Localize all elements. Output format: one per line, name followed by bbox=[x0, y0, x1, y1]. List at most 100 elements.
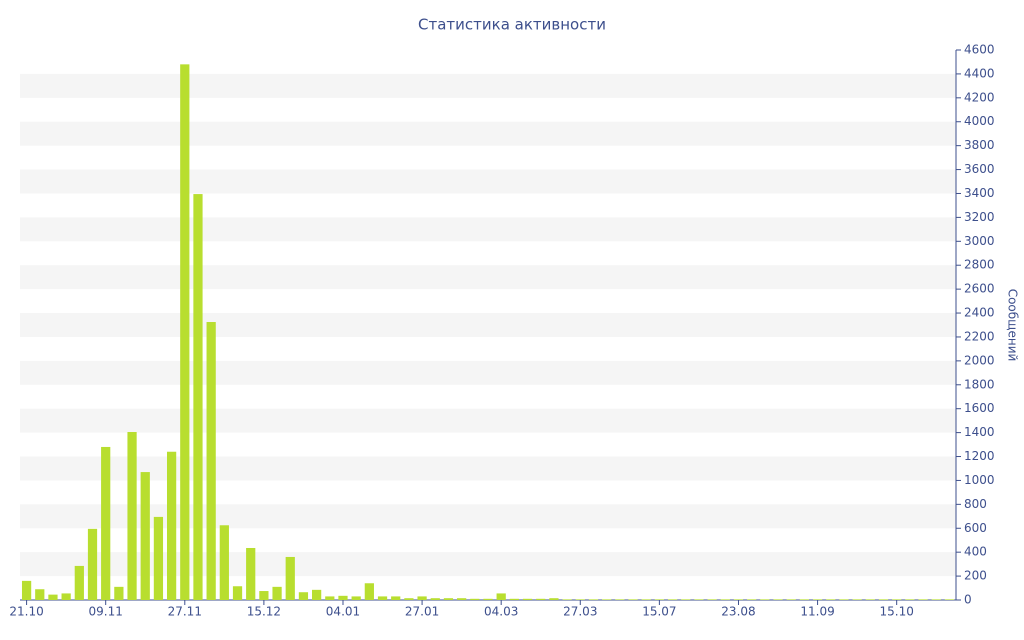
bar bbox=[127, 432, 137, 600]
y-tick-label: 2800 bbox=[964, 258, 995, 272]
bar bbox=[509, 598, 519, 600]
y-tick-label: 200 bbox=[964, 569, 987, 583]
y-tick-label: 600 bbox=[964, 521, 987, 535]
x-tick-label: 27.01 bbox=[405, 605, 439, 619]
bar bbox=[391, 596, 401, 600]
bar bbox=[483, 598, 493, 600]
y-tick-label: 0 bbox=[964, 593, 972, 607]
y-tick-label: 4200 bbox=[964, 90, 995, 104]
y-tick-label: 1000 bbox=[964, 473, 995, 487]
x-tick-label: 23.08 bbox=[721, 605, 755, 619]
x-tick-label: 11.09 bbox=[800, 605, 834, 619]
y-tick-label: 1400 bbox=[964, 425, 995, 439]
bar bbox=[496, 593, 506, 600]
y-axis-title: Сообщений bbox=[1006, 289, 1020, 362]
bar bbox=[61, 593, 71, 600]
grid-band bbox=[20, 217, 956, 242]
bar bbox=[667, 599, 678, 600]
bar bbox=[812, 599, 823, 600]
bar bbox=[430, 598, 440, 600]
x-tick-label: 21.10 bbox=[9, 605, 43, 619]
bar bbox=[285, 556, 295, 600]
bar bbox=[140, 472, 150, 600]
x-tick-label: 15.07 bbox=[642, 605, 676, 619]
bar bbox=[826, 599, 836, 600]
bar bbox=[641, 599, 651, 600]
bar bbox=[905, 599, 915, 600]
bar bbox=[839, 599, 849, 600]
bar bbox=[773, 599, 783, 600]
bar bbox=[232, 586, 243, 600]
y-tick-label: 1800 bbox=[964, 377, 995, 391]
bar bbox=[206, 322, 216, 600]
bar bbox=[101, 446, 111, 600]
grid-band bbox=[20, 73, 956, 98]
bar bbox=[931, 599, 941, 600]
x-tick-label: 04.03 bbox=[484, 605, 518, 619]
bar bbox=[180, 64, 190, 600]
y-tick-label: 1200 bbox=[964, 449, 995, 463]
bar bbox=[166, 451, 177, 600]
bar bbox=[562, 599, 572, 600]
bar bbox=[760, 599, 770, 600]
y-tick-label: 3800 bbox=[964, 138, 995, 152]
bar bbox=[786, 599, 796, 600]
bar bbox=[246, 547, 256, 600]
bar bbox=[892, 599, 902, 600]
bar bbox=[219, 525, 229, 600]
chart-title: Статистика активности bbox=[418, 16, 606, 34]
bar bbox=[628, 599, 638, 600]
y-tick-label: 2600 bbox=[964, 282, 995, 296]
bar bbox=[404, 598, 414, 600]
y-tick-label: 2400 bbox=[964, 306, 995, 320]
bar bbox=[48, 594, 58, 600]
bar bbox=[457, 598, 467, 600]
y-tick-label: 2000 bbox=[964, 353, 995, 367]
grid-band bbox=[20, 121, 956, 146]
bar bbox=[918, 599, 928, 600]
bar bbox=[707, 599, 717, 600]
bar bbox=[114, 586, 124, 600]
x-tick-label: 27.11 bbox=[168, 605, 202, 619]
bar bbox=[377, 596, 388, 600]
grid-band bbox=[20, 265, 956, 290]
bar bbox=[193, 194, 203, 600]
bar bbox=[74, 565, 84, 600]
x-tick-label: 09.11 bbox=[89, 605, 123, 619]
bar bbox=[259, 591, 269, 600]
grid-band bbox=[20, 360, 956, 385]
bar bbox=[549, 598, 559, 600]
bar bbox=[312, 589, 322, 600]
y-tick-label: 3600 bbox=[964, 162, 995, 176]
bar bbox=[588, 599, 599, 600]
bar bbox=[878, 599, 889, 600]
y-tick-label: 3200 bbox=[964, 210, 995, 224]
x-tick-label: 15.12 bbox=[247, 605, 281, 619]
bar bbox=[325, 596, 335, 600]
bar bbox=[153, 516, 164, 600]
bar bbox=[338, 595, 348, 600]
bar bbox=[443, 598, 454, 600]
bar bbox=[87, 528, 98, 600]
bar bbox=[681, 599, 691, 600]
y-tick-label: 4600 bbox=[964, 43, 995, 57]
bar bbox=[720, 599, 730, 600]
bar bbox=[298, 592, 309, 600]
grid-band bbox=[20, 408, 956, 433]
bar bbox=[944, 599, 955, 600]
bar bbox=[470, 598, 480, 600]
y-tick-label: 400 bbox=[964, 545, 987, 559]
grid-band bbox=[20, 313, 956, 337]
y-tick-label: 3400 bbox=[964, 186, 995, 200]
x-tick-label: 04.01 bbox=[326, 605, 360, 619]
grid-band bbox=[20, 504, 956, 529]
x-tick-label: 27.03 bbox=[563, 605, 597, 619]
bar bbox=[747, 599, 757, 600]
bar bbox=[694, 599, 704, 600]
grid-band bbox=[20, 169, 956, 194]
bar bbox=[21, 580, 32, 600]
x-tick-label: 15.10 bbox=[879, 605, 913, 619]
bar bbox=[602, 599, 612, 600]
bar bbox=[575, 599, 585, 600]
